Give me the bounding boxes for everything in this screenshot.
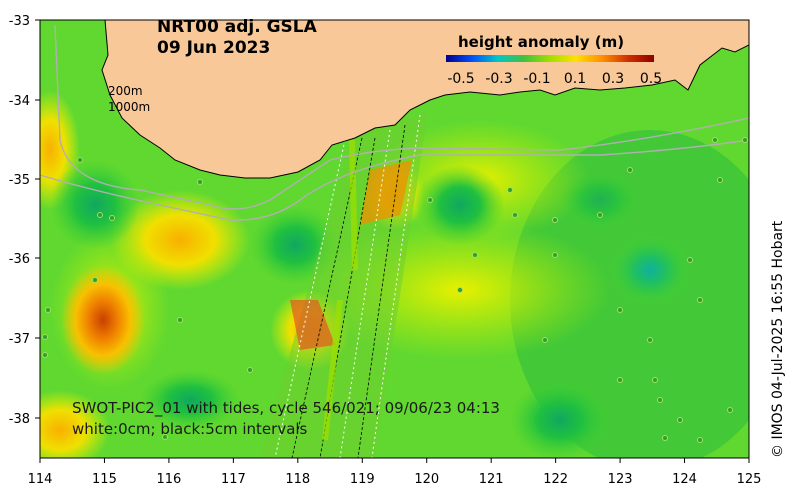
x-tick-label: 116	[156, 472, 181, 487]
swot-contour-legend: white:0cm; black:5cm intervals	[72, 420, 308, 438]
swot-pass-label: SWOT-PIC2_01 with tides, cycle 546/021; …	[72, 399, 500, 418]
x-tick-label: 119	[350, 472, 375, 487]
y-tick-label: -36	[9, 252, 30, 267]
colorbar-tick-label: 0.3	[602, 71, 624, 87]
x-tick-label: 122	[543, 472, 568, 487]
depth-contour-200m	[54, 24, 749, 210]
y-tick-label: -34	[9, 94, 30, 109]
colorbar-gradient	[446, 55, 654, 62]
map-title: NRT00 adj. GSLA	[157, 17, 318, 37]
colorbar-tick-label: -0.1	[523, 71, 550, 87]
x-tick-label: 118	[285, 472, 310, 487]
y-tick-label: -37	[9, 332, 30, 347]
y-tick-label: -35	[9, 173, 30, 188]
x-tick-label: 123	[608, 472, 633, 487]
colorbar-tick-label: 0.1	[564, 71, 586, 87]
colorbar-ticks: -0.5 -0.3 -0.1 0.1 0.3 0.5	[447, 71, 662, 87]
x-tick-label: 114	[28, 472, 53, 487]
x-tick-label: 125	[737, 472, 762, 487]
x-tick-label: 117	[221, 472, 246, 487]
x-tick-label: 115	[92, 472, 117, 487]
cold-eddy	[50, 160, 140, 250]
depth-label-1000m: 1000m	[108, 100, 150, 114]
x-tick-label: 121	[479, 472, 504, 487]
y-tick-label: -38	[9, 412, 30, 427]
credit-text: © IMOS 04-Jul-2025 16:55 Hobart	[770, 220, 786, 458]
colorbar: height anomaly (m) -0.5 -0.3 -0.1 0.1 0.3 0.5	[446, 33, 662, 87]
colorbar-tick-label: -0.5	[447, 71, 474, 87]
y-axis: -33 -34 -35 -36 -37 -38	[9, 14, 40, 427]
colorbar-tick-label: 0.5	[640, 71, 662, 87]
colorbar-tick-label: -0.3	[485, 71, 512, 87]
warm-eddy	[61, 265, 145, 375]
colorbar-title: height anomaly (m)	[458, 33, 624, 51]
observation-markers	[42, 137, 748, 443]
x-axis: 114 115 116 117 118 119 120 121 122 123 124 125	[28, 458, 762, 487]
depth-contour-1000m	[40, 139, 749, 221]
y-tick-label: -33	[9, 14, 30, 29]
map-field	[40, 20, 749, 458]
x-tick-label: 124	[672, 472, 697, 487]
x-tick-label: 120	[414, 472, 439, 487]
plot-frame	[39, 19, 750, 459]
swot-swath	[260, 112, 428, 458]
map-date: 09 Jun 2023	[157, 38, 270, 58]
depth-label-200m: 200m	[108, 84, 143, 98]
